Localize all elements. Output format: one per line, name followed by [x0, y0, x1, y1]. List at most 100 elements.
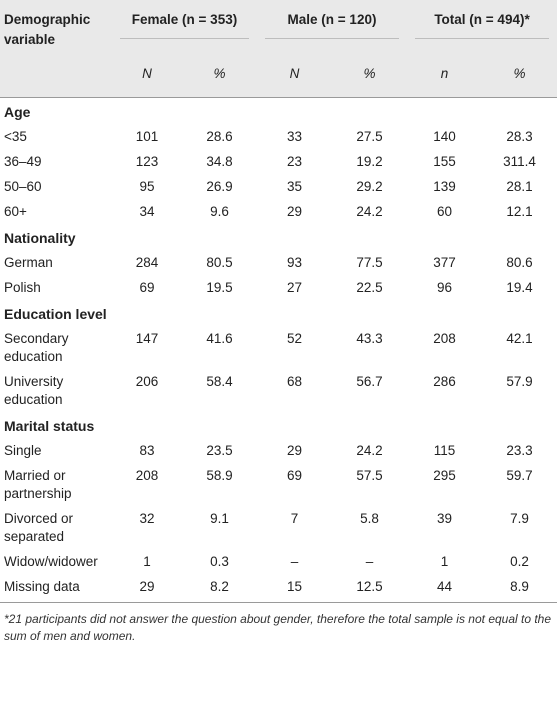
cell: 8.9	[482, 574, 557, 603]
data-row: Missing data 29 8.2 15 12.5 44 8.9	[0, 574, 557, 603]
cell: 58.4	[206, 374, 233, 389]
cell: 24.2	[356, 443, 383, 458]
cell: 5.8	[360, 511, 379, 526]
cell: 0.3	[210, 554, 229, 569]
data-row: Divorced or separated 32 9.1 7 5.8 39 7.9	[0, 506, 557, 549]
cell: 28.6	[206, 129, 233, 144]
row-label: Secondary education	[4, 331, 69, 364]
group-label: Female (n = 353)	[120, 10, 249, 39]
data-row: Secondary education 147 41.6 52 43.3 208 42.1	[0, 326, 557, 369]
cell: 35	[286, 179, 303, 194]
cell: 101	[135, 129, 159, 144]
cell: 286	[433, 374, 456, 389]
cell: 27.5	[356, 129, 383, 144]
cell: 0.2	[510, 554, 529, 569]
demographics-table: Demographic variable Female (n = 353) Ma…	[0, 0, 557, 603]
cell: 24.2	[356, 204, 383, 219]
section-title: Nationality	[4, 230, 76, 246]
column-header: Male (n = 120)	[257, 0, 407, 50]
group-label: Male (n = 120)	[265, 10, 400, 39]
cell: 57.5	[356, 468, 383, 483]
cell: 284	[135, 255, 159, 270]
cell: 26.9	[206, 179, 233, 194]
cell: 95	[139, 179, 155, 194]
section-row: Age	[0, 98, 557, 125]
cell: 77.5	[356, 255, 383, 270]
cell: 311.4	[503, 154, 536, 169]
row-label: 36–49	[4, 154, 42, 169]
cell: 33	[286, 129, 303, 144]
row-label: Missing data	[0, 574, 112, 603]
table-header: Demographic variable Female (n = 353) Ma…	[0, 0, 557, 98]
cell: 12.1	[506, 204, 533, 219]
cell: 28.3	[506, 129, 533, 144]
cell: 208	[433, 331, 456, 346]
row-label: Polish	[4, 280, 41, 295]
section-row: Nationality	[0, 224, 557, 250]
data-row: University education 206 58.4 68 56.7 286 57.9	[0, 369, 557, 412]
table-body: Age <35 101 28.6 33 27.5 140 28.3 36–49 123 34.8 23…	[0, 98, 557, 603]
cell: 28.1	[506, 179, 533, 194]
cell: 7.9	[510, 511, 529, 526]
cell: 69	[139, 280, 155, 295]
data-row: <35 101 28.6 33 27.5 140 28.3	[0, 124, 557, 149]
cell: 29	[112, 574, 182, 603]
column-header: Female (n = 353)	[112, 0, 257, 50]
cell: 15	[257, 574, 332, 603]
cell: 80.6	[506, 255, 533, 270]
cell: 123	[135, 154, 159, 169]
cell: 19.4	[506, 280, 533, 295]
column-header: Total (n = 494)*	[407, 0, 557, 50]
cell: 42.1	[506, 331, 533, 346]
cell: 96	[437, 280, 453, 295]
cell: 19.2	[356, 154, 383, 169]
cell: 115	[433, 443, 456, 458]
cell: 147	[135, 331, 159, 346]
cell: 1	[143, 554, 151, 569]
cell: 34.8	[206, 154, 233, 169]
data-row: 60+ 34 9.6 29 24.2 60 12.1	[0, 199, 557, 224]
cell: 208	[135, 468, 159, 483]
cell: 29.2	[356, 179, 383, 194]
cell: 68	[286, 374, 303, 389]
section-title: Age	[4, 104, 31, 120]
cell: 12.5	[332, 574, 408, 603]
data-row: Widow/widower 1 0.3 – – 1 0.2	[0, 549, 557, 574]
row-label: <35	[4, 129, 27, 144]
subheader-cell: N	[257, 50, 332, 98]
cell: 58.9	[206, 468, 233, 483]
data-row: 36–49 123 34.8 23 19.2 155 311.4	[0, 149, 557, 174]
cell: 9.6	[210, 204, 229, 219]
cell: 56.7	[356, 374, 383, 389]
cell: 155	[433, 154, 456, 169]
cell: 80.5	[206, 255, 233, 270]
cell: 41.6	[206, 331, 233, 346]
cell: 140	[433, 129, 456, 144]
row-label: Widow/widower	[4, 554, 98, 569]
cell: 8.2	[182, 574, 257, 603]
cell: 83	[139, 443, 155, 458]
row-label: University education	[4, 374, 64, 407]
cell: 1	[440, 554, 449, 569]
cell: 29	[286, 443, 303, 458]
section-row: Education level	[0, 300, 557, 326]
section-title: Education level	[4, 306, 107, 322]
cell: 23.5	[206, 443, 233, 458]
cell: 29	[286, 204, 303, 219]
cell: 60	[437, 204, 453, 219]
row-label: Divorced or separated	[4, 511, 74, 544]
cell: 377	[433, 255, 456, 270]
data-row: Polish 69 19.5 27 22.5 96 19.4	[0, 275, 557, 300]
row-label: 60+	[4, 204, 27, 219]
cell: 57.9	[506, 374, 533, 389]
cell: 52	[286, 331, 303, 346]
section-title: Marital status	[4, 418, 95, 434]
footnote: *21 participants did not answer the ques…	[4, 612, 552, 643]
section-row: Marital status	[0, 412, 557, 438]
cell: –	[290, 554, 299, 569]
column-header: Demographic variable	[4, 12, 91, 47]
data-row: Married or partnership 208 58.9 69 57.5 295 59…	[0, 463, 557, 506]
cell: 9.1	[210, 511, 229, 526]
cell: 32	[139, 511, 155, 526]
empty-cell	[0, 50, 112, 98]
